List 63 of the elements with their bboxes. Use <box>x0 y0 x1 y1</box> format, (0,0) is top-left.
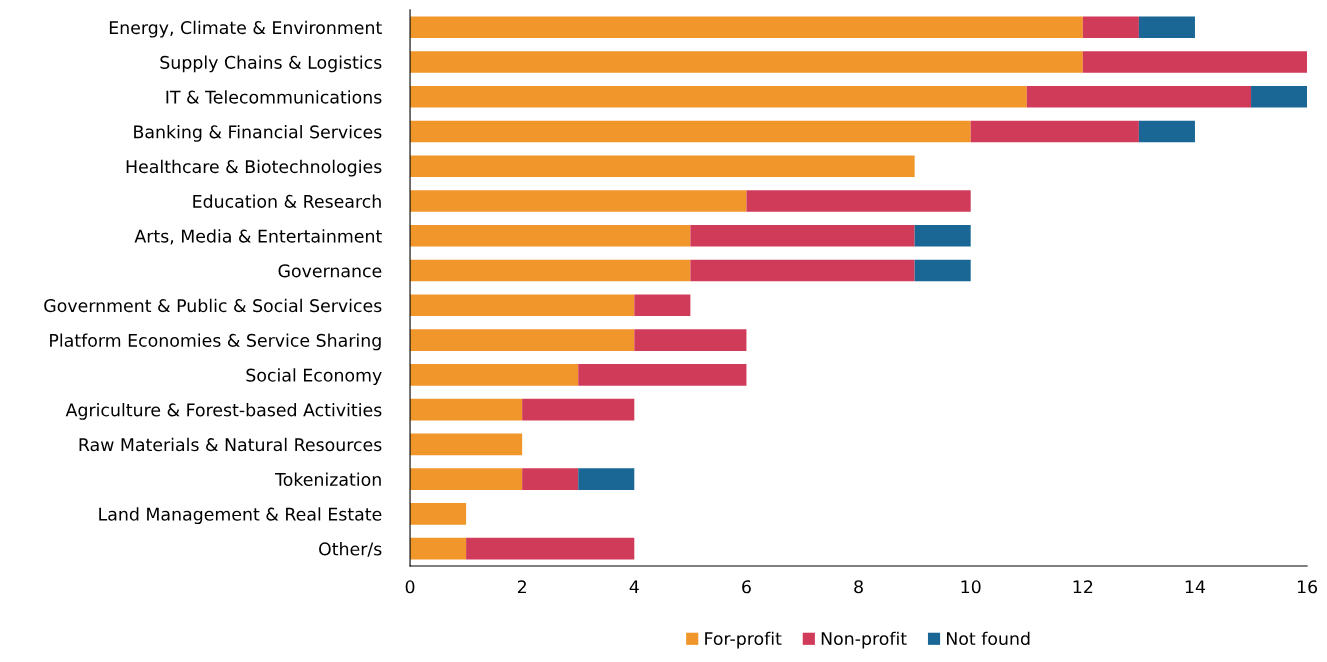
bar <box>410 329 635 351</box>
y-tick-label: Banking & Financial Services <box>134 124 382 142</box>
bar <box>1138 120 1195 143</box>
y-tick-label: Arts, Media & Entertainment <box>134 229 382 245</box>
x-tick-label: 12 <box>1073 580 1093 594</box>
legend-label: For-profit <box>705 631 782 649</box>
y-tick-label: Raw Materials & Natural Resources <box>79 437 382 452</box>
y-tick-label: Supply Chains & Logistics <box>160 55 382 73</box>
y-tick-label: IT & Telecommunications <box>166 90 382 104</box>
bar <box>578 468 635 490</box>
bar <box>410 537 467 560</box>
bar <box>410 259 691 282</box>
legend-label: Non-profit <box>821 631 907 649</box>
y-tick-label: Agriculture & Forest-based Activities <box>65 403 382 420</box>
bar <box>410 155 915 178</box>
bar <box>914 225 971 247</box>
bar <box>410 86 1027 108</box>
bar <box>746 190 971 212</box>
y-tick-label: Tokenization <box>275 472 381 486</box>
bar <box>522 468 579 490</box>
y-tick-label: Social Economy <box>246 368 382 386</box>
bar <box>410 120 971 143</box>
y-tick-label: Education & Research <box>193 194 381 208</box>
x-tick-label: 14 <box>1185 580 1206 594</box>
y-tick-label: Other/s <box>319 542 382 557</box>
x-tick-label: 4 <box>629 580 639 594</box>
bar <box>522 398 635 421</box>
y-tick-label: Healthcare & Biotechnologies <box>126 159 382 177</box>
bar <box>466 537 635 560</box>
bar <box>410 398 523 421</box>
legend-label: Not found <box>947 631 1030 646</box>
bar <box>410 190 747 212</box>
bar <box>410 364 579 386</box>
bar <box>410 503 467 525</box>
bar <box>1082 16 1139 39</box>
bar <box>690 259 915 282</box>
bar <box>410 433 523 456</box>
y-tick-label: Government & Public & Social Services <box>44 298 382 313</box>
x-tick-label: 0 <box>405 580 415 594</box>
x-tick-label: 10 <box>961 580 981 594</box>
bar <box>410 16 1083 39</box>
bar <box>1026 86 1252 108</box>
bar <box>1251 86 1308 108</box>
bar <box>410 468 523 490</box>
y-tick-label: Land Management & Real Estate <box>99 507 382 525</box>
bar <box>410 51 1083 73</box>
bar <box>634 329 747 351</box>
bar <box>1138 16 1195 39</box>
bar <box>1082 51 1308 73</box>
bar <box>690 225 915 247</box>
y-tick-label: Governance <box>278 264 382 278</box>
bar <box>410 225 691 247</box>
bar <box>578 364 747 386</box>
x-tick-label: 8 <box>854 580 863 594</box>
bar <box>634 294 691 317</box>
y-tick-label: Energy, Climate & Environment <box>109 20 382 38</box>
x-tick-label: 6 <box>742 580 751 594</box>
bar <box>410 294 635 317</box>
bar <box>970 120 1139 143</box>
y-tick-label: Platform Economies & Service Sharing <box>50 333 381 351</box>
x-tick-label: 2 <box>517 580 526 594</box>
bar <box>914 259 971 282</box>
x-tick-label: 16 <box>1297 580 1318 594</box>
